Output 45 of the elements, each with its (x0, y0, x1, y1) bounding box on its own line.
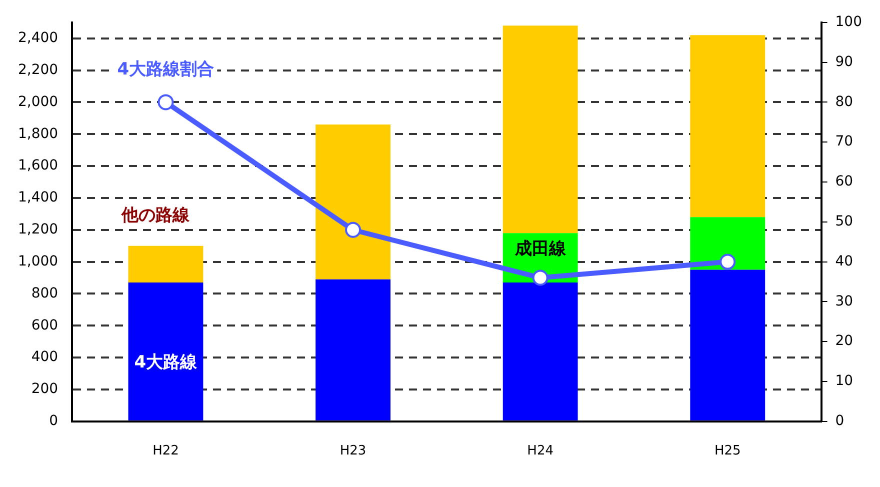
y2-tick-label: 50 (835, 214, 854, 230)
y2-tick-label: 40 (835, 253, 854, 270)
bar (690, 217, 766, 270)
y-tick-label: 1,600 (18, 158, 58, 174)
bar (128, 282, 204, 420)
series-label: 成田線 (514, 239, 567, 260)
y-tick-label: 400 (31, 349, 58, 366)
y2-tick-label: 80 (835, 94, 854, 110)
y2-tick-label: 100 (835, 14, 862, 30)
y2-tick-label: 10 (835, 373, 854, 390)
bar (316, 279, 390, 420)
point (345, 222, 362, 238)
y-tick-label: 200 (31, 381, 58, 398)
y2-tick-label: 20 (835, 333, 854, 350)
y2-tick-label: 60 (835, 174, 854, 190)
y-tick-label: 600 (31, 317, 58, 334)
point (158, 94, 174, 110)
y-tick-label: 1,000 (18, 253, 58, 270)
series-label: 4大路線 (134, 352, 198, 373)
y2-tick-label: 30 (835, 293, 854, 310)
x-tick-label: H25 (714, 444, 741, 459)
bar (128, 246, 204, 283)
y-tick-label: 1,200 (18, 222, 58, 238)
point (532, 270, 548, 286)
bar (316, 124, 390, 280)
x-tick-label: H24 (527, 444, 554, 459)
y-tick-label: 1,800 (18, 126, 58, 142)
y-tick-label: 2,000 (18, 94, 58, 110)
y-tick-label: 800 (31, 285, 58, 302)
x-tick-label: H22 (152, 444, 179, 459)
bar (690, 35, 766, 218)
y-tick-label: 1,400 (18, 190, 58, 206)
bar (502, 26, 578, 234)
series-label: 4大路線割合 (117, 60, 214, 80)
x-tick-label: H23 (340, 444, 366, 459)
series-label: 他の路線 (120, 205, 191, 226)
bar (502, 282, 578, 420)
bar (690, 270, 766, 420)
point (720, 254, 736, 270)
y-tick-label: 2,200 (18, 62, 58, 78)
y-tick-label: 0 (49, 413, 58, 430)
y-tick-label: 2,400 (18, 30, 58, 46)
y2-tick-label: 70 (835, 134, 854, 150)
y2-tick-label: 90 (835, 54, 854, 70)
y2-tick-label: 0 (835, 413, 844, 430)
